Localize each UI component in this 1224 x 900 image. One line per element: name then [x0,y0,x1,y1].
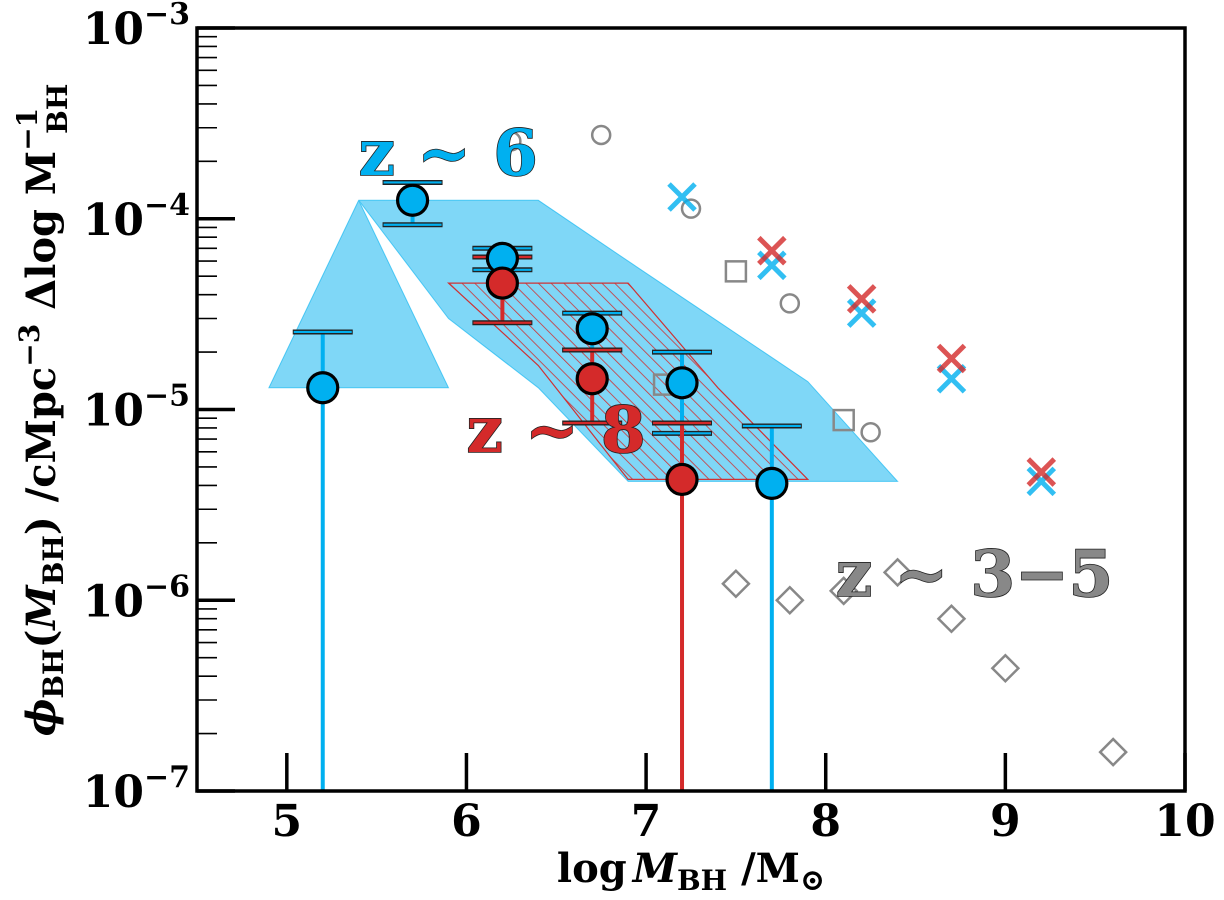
literature-x-4-2-b [936,343,967,374]
literature-x-3-4 [1026,466,1057,497]
literature-x-4-2 [936,343,967,374]
y-tick-label-4: 10−3 [83,0,190,55]
y-tick-label-exp-2: −5 [144,379,190,414]
literature-circle-0-4 [860,421,881,443]
literature-diamond-2-3 [882,557,913,588]
y-axis-title-open: ( [18,630,65,649]
literature-diamond-2-1 [775,585,805,616]
series-0-point-1 [395,183,430,217]
y-axis-title-delta: Δlog M [18,151,65,324]
y-tick-label-1: 10−6 [83,569,190,627]
series-1-point-2 [665,462,699,497]
y-axis-title-unit-exp: −3 [13,324,46,367]
literature-x-4-0-b [757,235,787,266]
y-axis-title-delta-exp: −1 [11,108,44,151]
x-axis-title-symbol: M [631,845,679,892]
literature-x-4-3-b [1026,457,1057,487]
literature-diamond-2-4 [936,603,967,634]
band-z8-hatched [446,282,810,480]
x-tick-label-7: 7 [631,796,662,847]
x-axis-title-unit: /M [727,845,800,892]
y-axis-title: ϕBH(MBH) /cMpc−3 Δlog M−1BH [11,84,74,737]
literature-square-1-1 [832,408,855,432]
literature-circle-0-3 [779,293,801,314]
y-tick-label-exp-1: −6 [144,569,190,604]
error-bars [292,179,802,791]
literature-diamond-2-5 [990,653,1021,684]
literature-circle-0-2 [680,198,702,219]
y-axis-title-m: M [18,584,65,632]
y-tick-label-2: 10−5 [83,379,190,437]
x-axis-title: log MBH /M⊙ [557,845,825,898]
literature-x-3-2 [846,298,877,328]
y-tick-label-base-0: 10 [83,767,144,818]
y-tick-label-exp-3: −4 [144,188,190,223]
literature-diamond-2-0 [721,569,751,599]
y-axis-title-phi-sub: BH [37,649,70,699]
literature-x-3-1 [757,250,787,281]
y-tick-label-exp-4: −3 [144,0,190,32]
literature-x-3-0 [667,182,697,212]
annotation-z6: z ~ 6 [359,116,538,191]
x-tick-label-8: 8 [810,796,841,847]
literature-x-3-4-b [1026,466,1057,497]
x-axis-title-log: log [557,845,627,892]
x-tick-label-9: 9 [990,796,1021,847]
literature-circle-0-1 [590,124,612,146]
x-axis-ticks: 5 6 7 8 9 10 [272,753,1216,847]
y-tick-label-exp-0: −7 [144,760,190,795]
literature-x-3-0-b [667,182,697,212]
x-axis-title-sub: BH [677,864,727,897]
x-tick-label-6: 6 [451,796,482,847]
annotations: z ~ 6 z ~ 8 z ~ 3−5 [358,115,1114,613]
literature-diamond-2-6 [1098,737,1128,767]
data-points [306,183,789,500]
series-0-point-3 [575,312,609,346]
series-0-point-0 [306,371,340,405]
literature-x-4-0 [757,235,787,266]
literature-circle-0-0 [501,130,522,152]
series-1-point-0 [485,266,519,300]
y-tick-label-base-2: 10 [83,386,144,437]
y-tick-label-base-3: 10 [83,195,144,246]
y-axis-title-delta-sub: BH [41,84,74,134]
y-tick-label-base-4: 10 [83,4,144,55]
literature-square-1-0 [724,260,748,283]
x-tick-label-5: 5 [272,796,303,847]
y-axis-title-unit: /cMpc [18,367,65,517]
y-tick-label-0: 10−7 [83,760,190,818]
literature-x-4-1 [846,284,877,314]
x-tick-label-10: 10 [1154,796,1215,847]
literature-diamond-2-2 [828,576,859,606]
literature-x-4-1-b [846,284,877,314]
y-axis-title-close: ) [18,516,65,535]
y-tick-label-base-1: 10 [83,576,144,627]
series-0-point-4 [665,366,699,400]
literature-x-4-3 [1026,457,1057,487]
series-1-point-1 [575,362,609,396]
y-tick-label-3: 10−4 [83,188,190,246]
literature-markers [501,124,1128,767]
annotation-z8: z ~ 8 [466,393,645,468]
y-axis-ticks: 10−710−610−510−410−3 [83,0,235,818]
y-axis-title-phi: ϕ [18,699,65,737]
annotation-z35: z ~ 3−5 [836,537,1113,612]
x-axis-title-sun: ⊙ [800,863,825,898]
y-axis-title-m-sub: BH [37,535,70,585]
series-0-point-5 [755,466,789,500]
